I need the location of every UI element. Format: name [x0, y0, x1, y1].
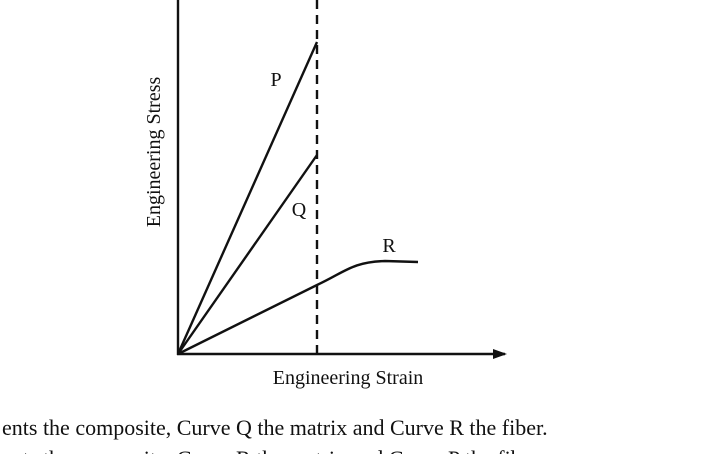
- curve-label: P: [270, 69, 281, 91]
- text-line: ents the composite, Curve R the matrix a…: [2, 446, 543, 454]
- curve-q: [177, 154, 318, 355]
- curve-p: [176, 41, 319, 355]
- curve-label: R: [382, 235, 396, 257]
- text-line: ents the composite, Curve Q the matrix a…: [2, 415, 548, 440]
- axis-label: Engineering Strain: [273, 367, 424, 389]
- axis-label: Engineering Stress: [143, 77, 165, 228]
- curve-label: Q: [292, 199, 307, 221]
- curve-r: [177, 259, 419, 356]
